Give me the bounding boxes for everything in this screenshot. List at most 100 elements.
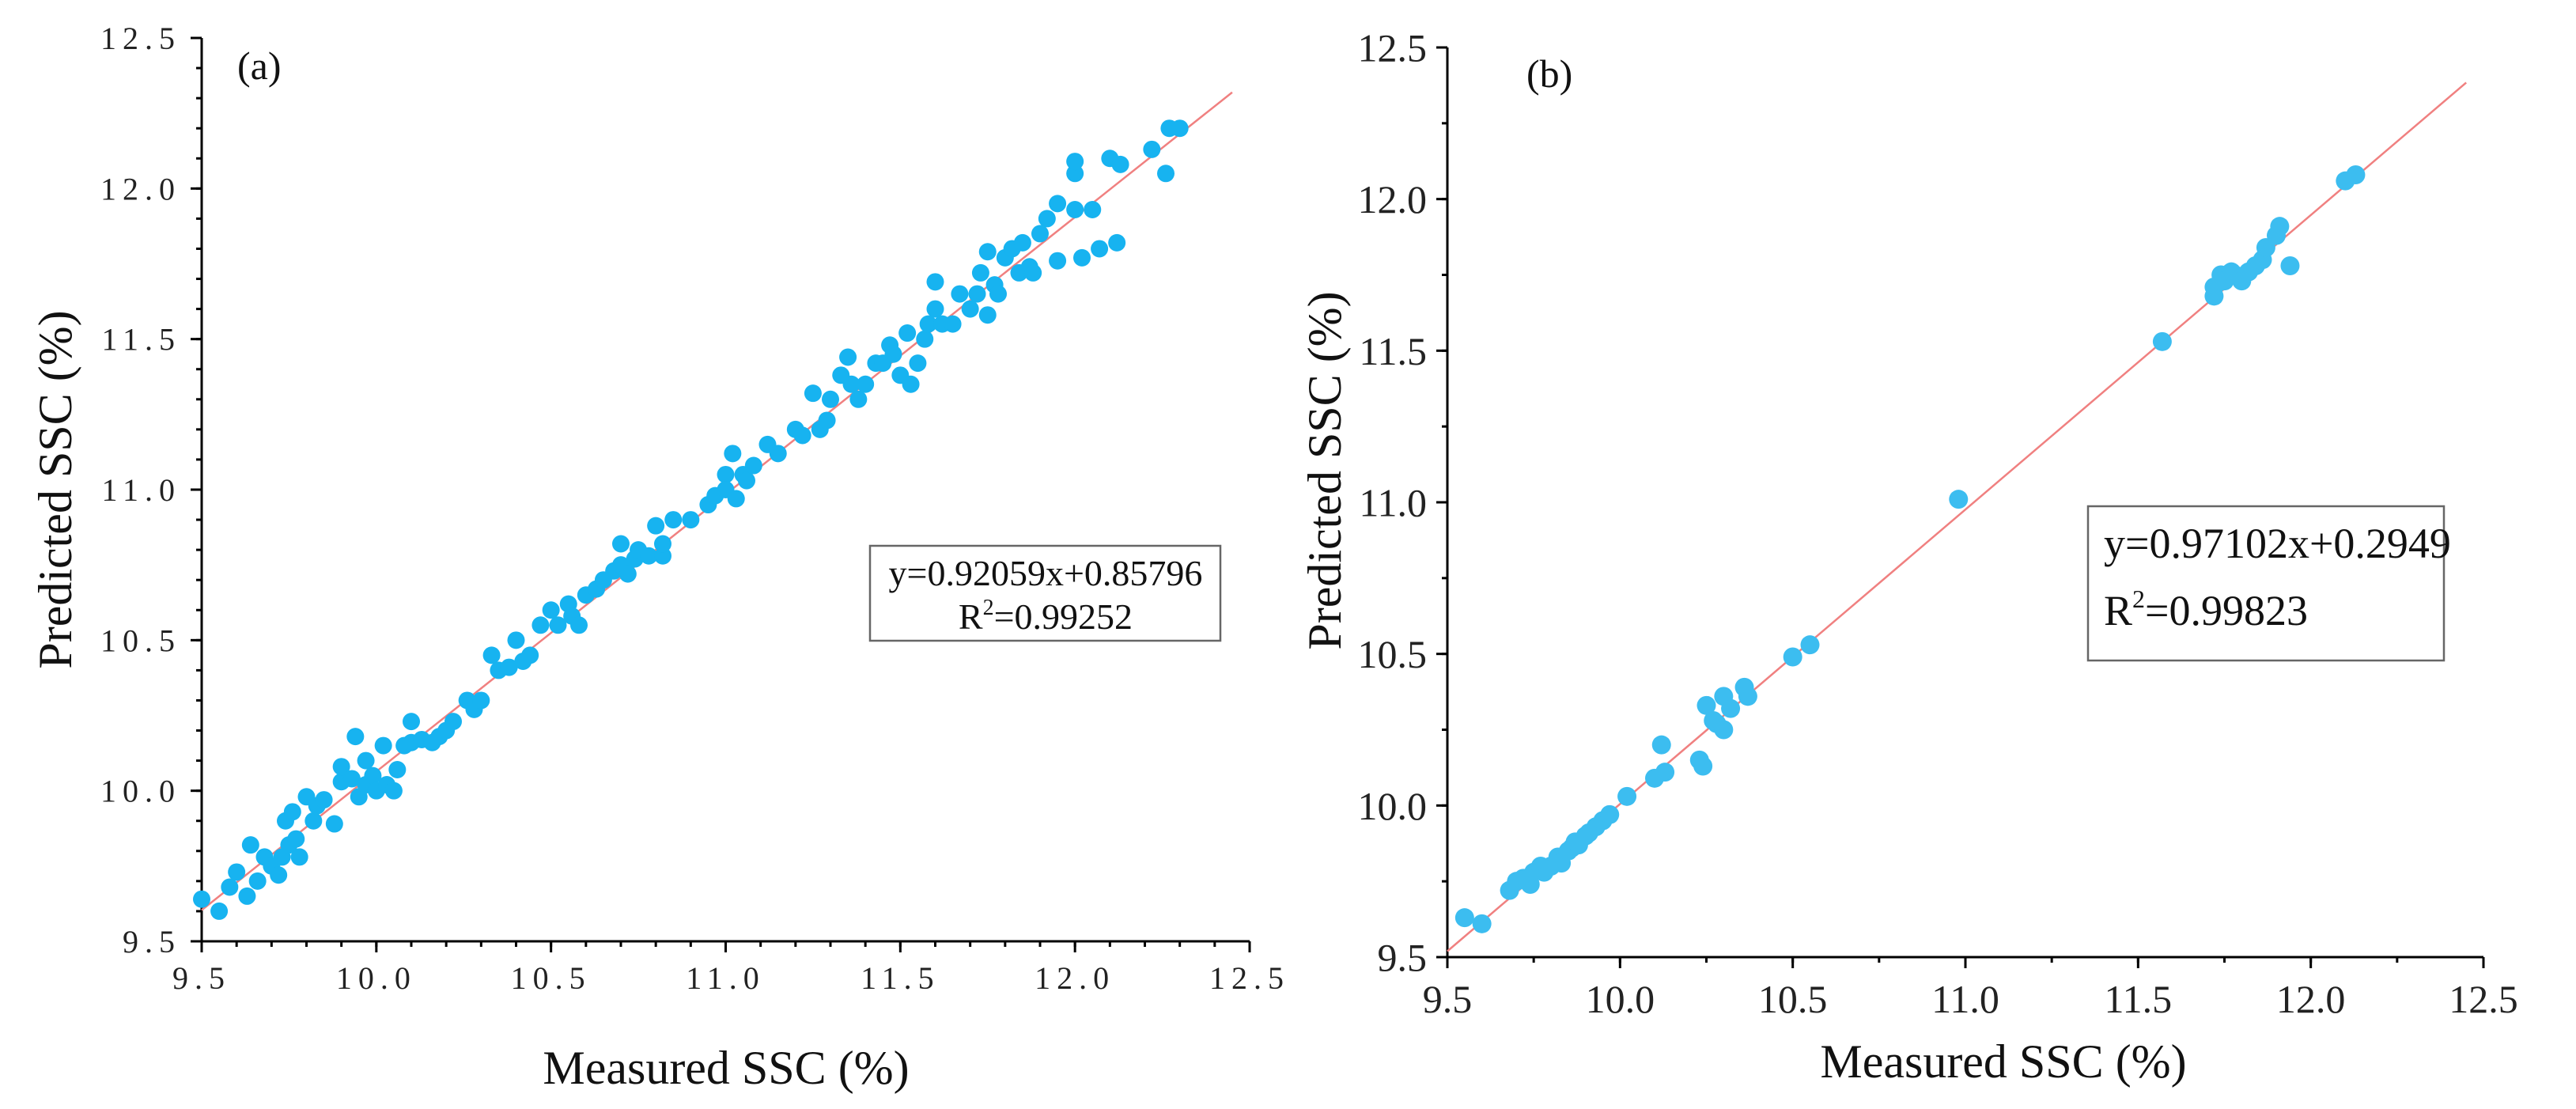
panel-a-y-tick-label: 9.5	[123, 924, 181, 959]
panel-b-x-tick-label: 9.5	[1423, 977, 1473, 1021]
panel-b-data-point	[1783, 647, 1802, 667]
panel-a-data-point	[472, 691, 490, 710]
panel-a-data-point	[364, 766, 382, 785]
panel-a-data-point	[270, 866, 288, 884]
panel-b-data-point	[1693, 756, 1713, 776]
panel-a-data-point	[978, 306, 997, 324]
panel-a-data-point	[287, 830, 305, 848]
panel-b-data-point	[1617, 786, 1637, 806]
panel-a-data-point	[1024, 263, 1042, 282]
panel-a-x-tick-label: 11.5	[861, 960, 940, 996]
panel-a-data-point	[507, 631, 525, 649]
panel-b-x-tick-label: 11.5	[2105, 977, 2173, 1021]
panel-a-data-point	[857, 375, 875, 393]
panel-a-y-tick-label: 12.5	[100, 21, 181, 56]
panel-a-data-point	[241, 836, 259, 854]
panel-a-data-point	[944, 315, 962, 333]
panel-a-data-point	[384, 782, 403, 800]
panel-b-y-tick-label: 12.0	[1358, 177, 1428, 221]
panel-a-data-point	[727, 490, 745, 508]
panel-a-data-point	[909, 354, 927, 373]
panel-b-r2-prefix: R	[2104, 587, 2132, 634]
panel-a-data-point	[682, 511, 700, 529]
panel-a-data-point	[305, 812, 323, 830]
panel-b-r2-sup: 2	[2132, 585, 2145, 613]
panel-a-data-point	[612, 535, 630, 553]
panel-b-y-tick-label: 12.5	[1358, 26, 1428, 70]
panel-a-data-point	[738, 471, 755, 490]
panel-a-data-point	[926, 300, 944, 318]
panel-a-data-point	[531, 616, 550, 634]
panel-a-x-tick-label: 10.5	[511, 960, 592, 996]
panel-b-data-point	[1472, 914, 1492, 933]
panel-a-data-point	[1091, 240, 1109, 258]
panel-a-y-tick-label: 10.0	[100, 774, 181, 809]
panel-b-equation: y=0.97102x+0.2949	[2104, 520, 2451, 567]
panel-b-data-point	[2280, 256, 2300, 275]
panel-a-data-point	[654, 535, 671, 553]
panel-a-data-point	[842, 375, 861, 393]
panel-a-data-point	[951, 285, 969, 303]
panel-a-data-point	[1084, 200, 1102, 218]
panel-a-data-point	[357, 751, 375, 770]
panel-a-y-tick-label: 11.0	[101, 472, 181, 508]
panel-a-data-point	[374, 736, 392, 755]
panel-b-x-axis-title: Measured SSC (%)	[1820, 1035, 2186, 1088]
panel-a-r2-sup: 2	[983, 596, 994, 620]
panel-a-data-point	[1073, 248, 1091, 267]
panel-a-data-point	[654, 547, 671, 565]
panel-a-data-point	[542, 601, 560, 619]
panel-a-data-point	[744, 456, 762, 475]
panel-a-data-point	[1038, 210, 1056, 228]
panel-a-x-tick-label: 11.0	[686, 960, 766, 996]
panel-b-x-tick-label: 10.5	[1758, 977, 1828, 1021]
panel-b-y-tick-label: 10.5	[1358, 632, 1428, 676]
panel-a-data-point	[978, 243, 997, 261]
panel-a-data-point	[769, 445, 787, 463]
panel-a-data-point	[315, 791, 333, 809]
panel-a-y-tick-label: 11.5	[101, 322, 181, 358]
panel-b-fit-line	[1447, 81, 2467, 952]
panel-a-data-point	[238, 887, 256, 905]
panel-a-data-point	[916, 330, 934, 348]
panel-a-data-point	[804, 384, 822, 403]
panel-b-x-tick-label: 12.0	[2276, 977, 2346, 1021]
panel-a-data-point	[618, 565, 637, 583]
panel-a-data-point	[968, 285, 986, 303]
panel-b-data-point	[1697, 695, 1716, 715]
panel-a-data-point	[717, 465, 735, 483]
panel-a-data-point	[1111, 155, 1129, 173]
panel-a-data-point	[640, 547, 658, 565]
panel-a-data-point	[822, 390, 839, 408]
panel-a-x-tick-label: 9.5	[172, 960, 231, 996]
panel-a-x-tick-label: 10.0	[336, 960, 417, 996]
panel-b-y-tick-label: 11.5	[1359, 329, 1427, 373]
panel-a-data-point	[1171, 119, 1189, 138]
panel-a-data-point	[482, 646, 501, 664]
panel-a-data-point	[664, 511, 683, 529]
panel-a-data-point	[926, 273, 944, 291]
panel-a-data-point	[549, 616, 567, 634]
panel-b-data-point	[1738, 687, 1757, 706]
panel-a-data-point	[248, 872, 267, 890]
panel-b-r2: R2=0.99823	[2104, 585, 2308, 634]
panel-a-data-point	[221, 878, 239, 896]
panel-b-data-point	[2152, 331, 2172, 351]
panel-a-x-axis-title: Measured SSC (%)	[543, 1042, 909, 1094]
panel-b-y-tick-label: 11.0	[1359, 481, 1427, 525]
panel-a-data-point	[1049, 195, 1067, 213]
panel-a-data-point	[570, 616, 588, 634]
panel-a-data-point	[961, 300, 979, 318]
panel-a-data-point	[388, 761, 407, 779]
panel-a-data-point	[1031, 225, 1049, 243]
panel-a-label: (a)	[237, 44, 282, 88]
panel-b-data-point	[1655, 763, 1675, 782]
panel-a-data-point	[346, 728, 365, 746]
panel-a-data-point	[1157, 165, 1175, 183]
panel-a-data-point	[919, 315, 937, 333]
panel-a-data-point	[228, 863, 246, 881]
panel-a-data-point	[1066, 153, 1084, 171]
panel-a-data-point	[521, 646, 539, 664]
panel-a-data-point	[839, 348, 857, 366]
panel-a-equation-box	[868, 544, 1222, 642]
